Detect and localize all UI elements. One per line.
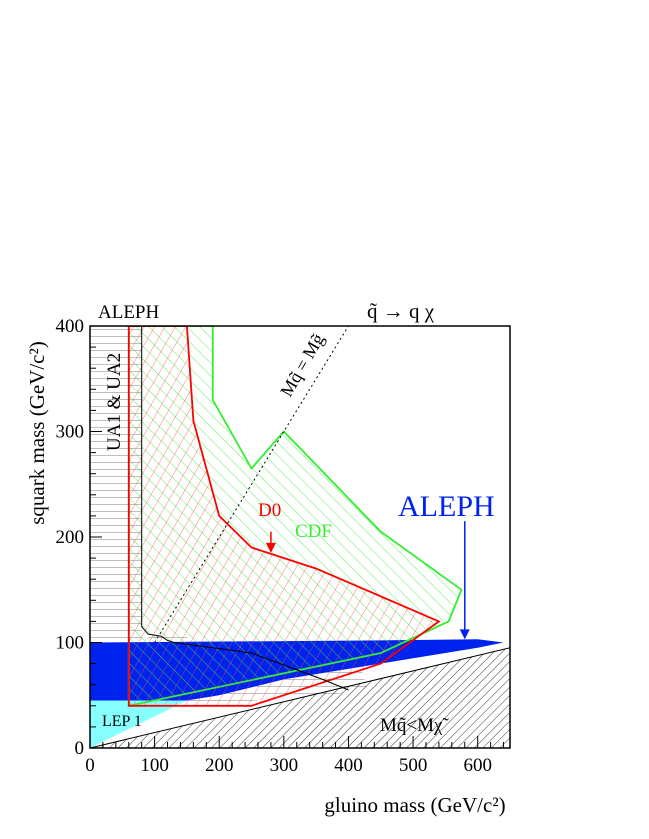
ua-boundary-line (141, 326, 349, 691)
excluded-region-label: Mq̃<Mχ̃ (380, 715, 449, 736)
kinematic-limit-line (90, 647, 510, 748)
lep1-label: LEP 1 (102, 713, 142, 730)
x-tick-label: 100 (140, 755, 169, 776)
diagonal-label: Mq̃ = Mg̃ (276, 330, 328, 400)
y-tick-label: 0 (75, 738, 85, 759)
y-axis-ticks: 0 100 200 300 400 (56, 316, 102, 759)
aleph-arrowhead (459, 629, 470, 640)
lep1-exclusion-region (90, 700, 187, 748)
x-axis-ticks: 0 100 200 300 400 500 600 (85, 736, 505, 776)
cdf-label: CDF (295, 521, 332, 542)
d0-arrowhead (265, 542, 276, 553)
x-tick-label: 200 (205, 755, 234, 776)
y-tick-label: 200 (56, 527, 85, 548)
y-tick-label: 300 (56, 422, 85, 443)
d0-label: D0 (258, 500, 281, 521)
x-axis-label: gluino mass (GeV/c²) (324, 793, 505, 817)
y-tick-label: 400 (56, 316, 85, 337)
x-tick-label: 300 (270, 755, 299, 776)
d0-exclusion-region (127, 326, 441, 707)
x-tick-label: 500 (399, 755, 428, 776)
aleph-label: ALEPH (398, 490, 495, 523)
y-axis-label: squark mass (GeV/c²) (25, 341, 49, 525)
mass-equality-diagonal (154, 326, 349, 643)
y-tick-label: 100 (56, 633, 85, 654)
x-tick-label: 600 (463, 755, 492, 776)
chart-title-right: q̃ → q χ (367, 299, 435, 323)
chart-title-left: ALEPH (98, 302, 160, 323)
ua-label: UA1 & UA2 (104, 353, 125, 451)
x-tick-label: 0 (85, 755, 95, 776)
x-tick-label: 400 (334, 755, 363, 776)
